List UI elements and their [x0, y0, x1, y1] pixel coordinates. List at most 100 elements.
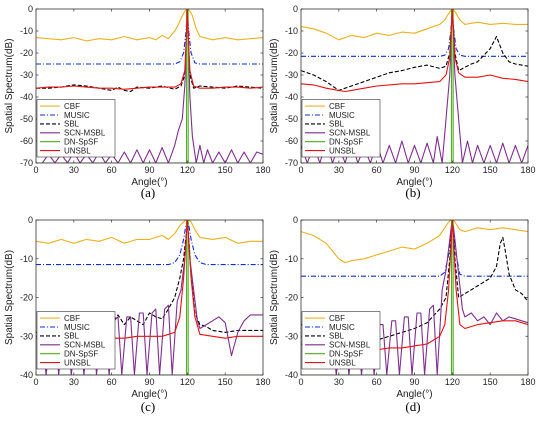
legend-entry-label: CBF [329, 314, 345, 323]
chart-panel-4: 0 30 60 90 120 150 180 0 -10 -20 -30 -40 Angle(°) Spa… [269, 215, 536, 414]
legend-box [301, 99, 381, 158]
x-tick-label: 30 [69, 377, 79, 387]
panel-label: (a) [141, 185, 155, 200]
legend-entry-label: SCN-MSBL [64, 129, 106, 138]
y-tick-label: 0 [293, 215, 298, 225]
x-tick-label: 0 [33, 165, 38, 175]
x-tick-label: 120 [180, 377, 195, 387]
legend-box [36, 311, 116, 370]
y-tick-label: -40 [20, 92, 33, 102]
legend-entry-label: MUSIC [64, 323, 90, 332]
y-axis-label: Spatial Spectrum(dB) [4, 250, 15, 345]
x-tick-label: 60 [107, 165, 117, 175]
y-tick-label: 0 [293, 4, 298, 14]
legend-entry-label: MUSIC [329, 111, 355, 120]
x-axis-label: Angle(°) [396, 389, 432, 400]
x-tick-label: 30 [334, 165, 344, 175]
legend-entry-label: SCN-MSBL [64, 341, 106, 350]
x-tick-label: 60 [372, 377, 382, 387]
x-tick-label: 0 [33, 377, 38, 387]
x-axis-label: Angle(°) [396, 177, 432, 188]
series-line-unsbl [301, 9, 528, 93]
axes-frame [300, 8, 529, 164]
y-tick-label: -50 [20, 114, 33, 124]
x-tick-label: 120 [445, 377, 460, 387]
x-tick-label: 0 [298, 165, 303, 175]
y-tick-label: -10 [20, 26, 33, 36]
x-tick-label: 30 [334, 377, 344, 387]
y-axis-label: Spatial Spectrum(dB) [4, 38, 15, 133]
x-tick-label: 60 [372, 165, 382, 175]
legend-entry-label: CBF [64, 314, 80, 323]
y-tick-label: -10 [285, 254, 298, 264]
y-tick-label: -20 [20, 48, 33, 58]
legend-entry-label: UNSBL [64, 358, 91, 367]
y-tick-label: -40 [20, 370, 33, 380]
x-tick-label: 150 [218, 165, 233, 175]
legend-entry-label: DN-SpSF [64, 138, 98, 147]
y-tick-label: -30 [20, 331, 33, 341]
x-tick-label: 150 [218, 377, 233, 387]
series-line-cbf [36, 220, 263, 244]
x-tick-label: 90 [409, 165, 419, 175]
x-tick-label: 120 [445, 165, 460, 175]
legend-entry-label: CBF [329, 102, 345, 111]
legend-entry-label: CBF [64, 102, 80, 111]
panel-label: (c) [141, 399, 155, 414]
y-tick-label: 0 [28, 215, 33, 225]
x-tick-label: 180 [520, 377, 535, 387]
x-tick-label: 120 [180, 165, 195, 175]
series-line-sbl [36, 9, 263, 93]
y-tick-label: -40 [285, 370, 298, 380]
x-axis-label: Angle(°) [131, 389, 167, 400]
y-tick-label: -30 [20, 70, 33, 80]
y-tick-label: 0 [28, 4, 33, 14]
legend-box [36, 99, 116, 158]
y-axis-label: Spatial Spectrum(dB) [269, 250, 280, 345]
series-line-unsbl [36, 9, 263, 90]
axes-frame [35, 8, 264, 164]
x-tick-label: 180 [520, 165, 535, 175]
legend-entry-label: MUSIC [64, 111, 90, 120]
x-axis-label: Angle(°) [131, 177, 167, 188]
y-tick-label: -70 [20, 158, 33, 168]
legend-box [301, 311, 381, 370]
y-tick-label: -50 [285, 114, 298, 124]
legend-entry-label: DN-SpSF [64, 350, 98, 359]
series-line-sbl [301, 9, 528, 91]
axes-frame [300, 219, 529, 376]
series-group [301, 9, 528, 163]
x-tick-label: 90 [144, 165, 154, 175]
legend-entry-label: SBL [329, 332, 345, 341]
axes-frame [35, 219, 264, 376]
y-tick-label: -20 [285, 293, 298, 303]
y-tick-label: -70 [285, 158, 298, 168]
x-tick-label: 90 [409, 377, 419, 387]
x-tick-label: 60 [107, 377, 117, 387]
legend-entry-label: SCN-MSBL [329, 129, 371, 138]
series-line-scn-msbl [36, 9, 263, 163]
series-line-music [301, 220, 528, 277]
legend-entry-label: DN-SpSF [329, 138, 363, 147]
series-line-cbf [301, 9, 528, 41]
legend-entry-label: UNSBL [64, 146, 91, 155]
legend-entry-label: SBL [64, 120, 80, 129]
chart-panel-1: 0 30 60 90 120 150 180 0 -10 -20 -30 -40 -50 -60 -70 An… [4, 4, 271, 200]
legend-entry-label: SBL [64, 332, 80, 341]
legend-entry-label: UNSBL [329, 146, 356, 155]
panel-label: (d) [405, 399, 420, 414]
y-tick-label: -40 [285, 92, 298, 102]
series-line-cbf [301, 220, 528, 264]
legend-entry-label: UNSBL [329, 358, 356, 367]
y-tick-label: -10 [285, 26, 298, 36]
y-tick-label: -30 [285, 70, 298, 80]
x-tick-label: 150 [483, 165, 498, 175]
y-axis-label: Spatial Spectrum(dB) [269, 38, 280, 133]
x-tick-label: 180 [255, 165, 270, 175]
x-tick-label: 30 [69, 165, 79, 175]
